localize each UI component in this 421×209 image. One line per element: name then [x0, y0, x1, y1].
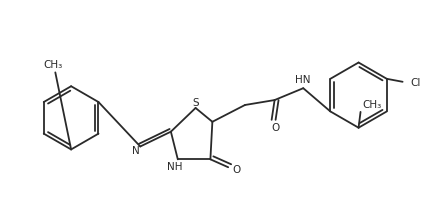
Text: S: S: [192, 98, 199, 108]
Text: NH: NH: [167, 162, 183, 172]
Text: O: O: [232, 165, 240, 175]
Text: CH₃: CH₃: [44, 60, 63, 70]
Text: Cl: Cl: [410, 78, 421, 88]
Text: CH₃: CH₃: [362, 100, 382, 110]
Text: HN: HN: [296, 75, 311, 85]
Text: N: N: [133, 147, 140, 156]
Text: O: O: [272, 123, 280, 133]
